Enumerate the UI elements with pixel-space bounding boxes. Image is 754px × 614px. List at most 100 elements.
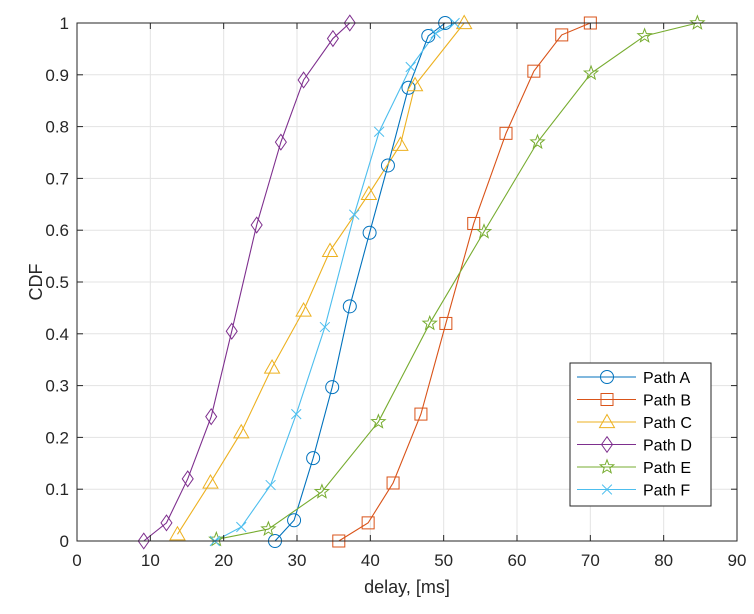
triangle-marker-icon [455,14,473,30]
diamond-marker-icon [600,435,614,454]
triangle-marker-icon [232,423,250,439]
x-tick-labels: 0 10 20 30 40 50 60 70 80 90 [72,551,746,570]
triangle-marker-icon [321,242,339,258]
diamond-marker-icon [181,470,194,488]
x-marker-icon [601,484,613,495]
series-markers-path-c [169,14,473,541]
y-tick-label: 0.5 [45,273,69,292]
series-line-path-c [177,22,465,535]
x-marker-icon [236,521,247,533]
legend-item-path-c: Path C [577,413,692,432]
star-marker-icon [689,14,706,30]
y-tick-label: 0.7 [45,169,69,188]
axis-ticks [76,22,738,542]
y-tick-label: 0.6 [45,221,69,240]
star-marker-icon [370,413,387,429]
legend-item-path-f: Path F [577,483,690,500]
x-marker-icon [265,479,276,491]
diamond-marker-icon [205,408,218,426]
legend-label: Path B [643,393,691,410]
circle-marker-icon [600,370,614,384]
series-markers-path-d [137,14,356,550]
circle-marker-icon [306,451,321,466]
circle-marker-icon [342,299,357,314]
x-tick-label: 90 [728,551,747,570]
diamond-marker-icon [274,133,287,151]
x-marker-icon [373,126,385,138]
triangle-marker-icon [263,358,281,374]
diamond-marker-icon [225,322,238,340]
star-marker-icon [636,27,653,43]
square-marker-icon [439,316,453,330]
legend-item-path-b: Path B [577,393,691,410]
circle-marker-icon [401,80,416,95]
star-marker-icon [475,223,493,239]
x-tick-label: 10 [141,551,160,570]
star-marker-icon [598,458,616,474]
y-axis-label: CDF [26,264,46,301]
star-marker-icon [208,530,225,547]
star-marker-icon [421,314,438,331]
y-tick-label: 1 [60,14,69,33]
star-marker-icon [260,520,277,537]
triangle-marker-icon [598,413,616,429]
legend-label: Path F [643,483,690,500]
triangle-marker-icon [392,136,409,151]
legend-label: Path C [643,415,692,432]
x-tick-label: 20 [214,551,233,570]
square-marker-icon [600,393,614,406]
x-marker-icon [348,209,360,220]
circle-marker-icon [287,513,302,528]
square-marker-icon [414,407,428,421]
legend-box [569,362,712,507]
star-marker-icon [529,133,546,150]
x-marker-icon [405,61,416,73]
x-tick-label: 80 [654,551,673,570]
square-marker-icon [555,28,569,42]
legend-item-path-d: Path D [577,435,692,455]
series-line-path-d [143,22,351,542]
square-marker-icon [361,516,375,530]
legend-label: Path D [643,438,692,455]
series-line-path-e [216,22,698,540]
x-marker-icon [319,321,331,333]
x-tick-label: 70 [581,551,600,570]
triangle-marker-icon [406,76,424,92]
x-tick-label: 60 [508,551,527,570]
series-lines [143,22,698,542]
diamond-marker-icon [137,532,150,550]
y-tick-label: 0.3 [45,377,69,396]
series-line-path-a [274,22,446,542]
x-tick-label: 50 [434,551,453,570]
square-marker-icon [386,476,400,490]
diamond-marker-icon [160,514,173,532]
series-markers-path-a [268,16,453,548]
x-axis-label: delay, [ms] [364,577,450,597]
circle-marker-icon [362,225,377,240]
circle-marker-icon [421,28,436,43]
y-tick-label: 0 [60,532,69,551]
x-tick-label: 30 [288,551,307,570]
x-marker-icon [291,408,302,420]
x-tick-label: 0 [72,551,81,570]
legend-label: Path A [643,370,690,387]
legend-item-path-a: Path A [577,370,690,387]
x-marker-icon [430,28,441,39]
diamond-marker-icon [250,216,263,234]
star-marker-icon [582,64,600,81]
triangle-marker-icon [295,302,312,317]
circle-marker-icon [325,380,340,395]
square-marker-icon [499,126,513,140]
circle-marker-icon [380,158,395,173]
diamond-marker-icon [326,29,340,48]
square-marker-icon [527,64,541,78]
series-line-path-f [214,22,455,542]
triangle-marker-icon [202,473,219,489]
diamond-marker-icon [297,71,310,89]
star-marker-icon [313,483,331,499]
legend-item-path-e: Path E [577,458,691,477]
square-marker-icon [467,216,481,230]
y-tick-labels: 0 0.1 0.2 0.3 0.4 0.5 0.6 0.7 0.8 0.9 1 [45,14,69,551]
x-tick-label: 40 [361,551,380,570]
